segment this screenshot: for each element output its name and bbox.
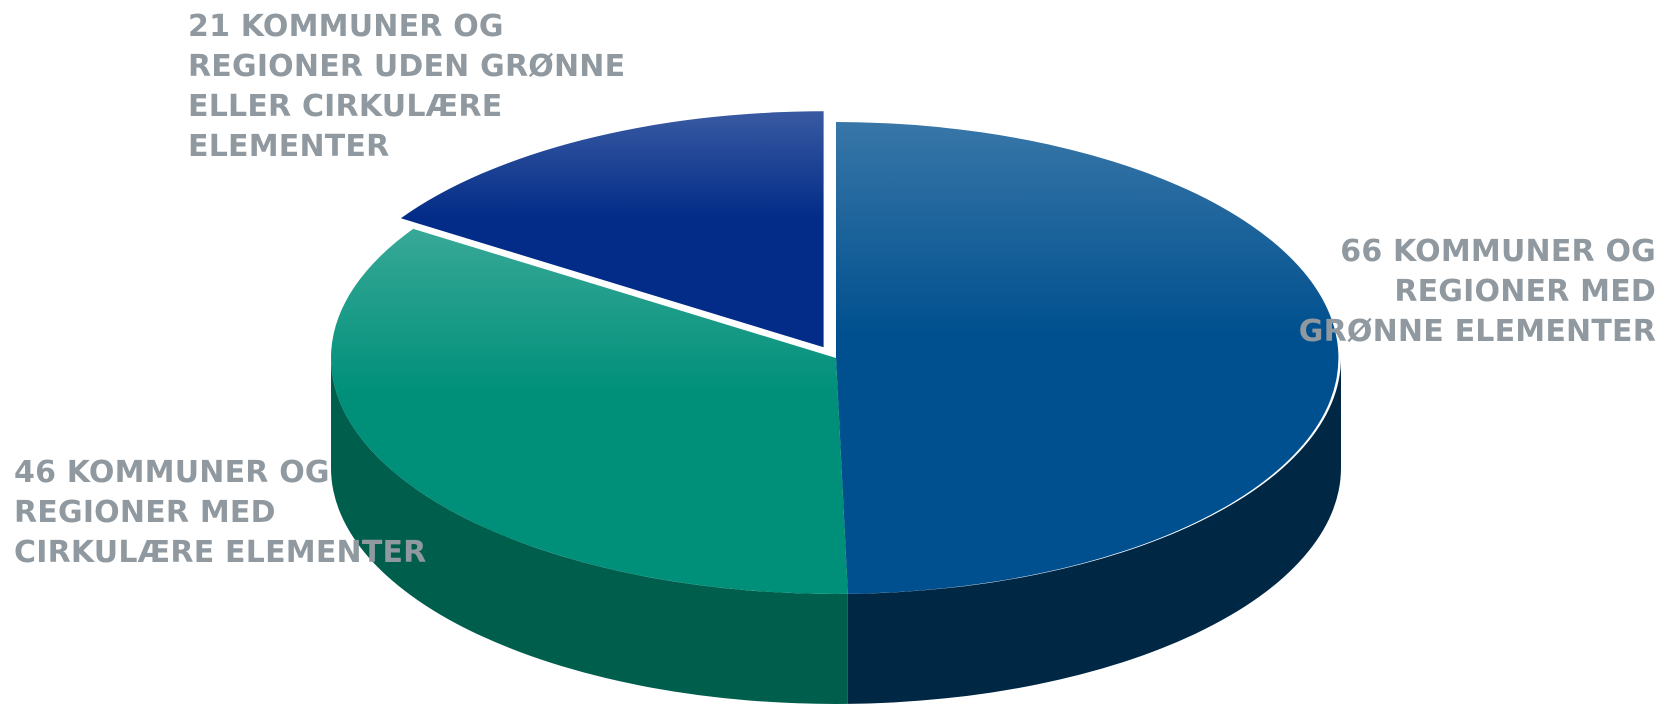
slice-label-line: GRØNNE ELEMENTER	[1298, 314, 1656, 349]
pie-slice-side-0	[847, 358, 1341, 704]
pie-side-walls	[331, 358, 1341, 704]
slice-label-line: ELEMENTER	[188, 129, 390, 164]
slice-label-line: ELLER CIRKULÆRE	[188, 89, 503, 124]
slice-label-line: REGIONER UDEN GRØNNE	[188, 49, 626, 84]
slice-label-circular-elements: 46 KOMMUNER OG REGIONER MED CIRKULÆRE EL…	[14, 453, 426, 573]
slice-label-line: 66 KOMMUNER OG	[1340, 234, 1656, 269]
slice-label-no-elements: 21 KOMMUNER OG REGIONER UDEN GRØNNE ELLE…	[188, 7, 625, 167]
slice-label-line: REGIONER MED	[1394, 274, 1656, 309]
pie-slice-shine-1	[330, 228, 848, 594]
slice-label-line: CIRKULÆRE ELEMENTER	[14, 535, 427, 570]
pie-slice-shine-0	[836, 122, 1339, 594]
pie-slice-shine-2	[400, 111, 824, 348]
slice-label-line: REGIONER MED	[14, 495, 276, 530]
pie-slice-side-1	[331, 358, 848, 704]
slice-label-line: 46 KOMMUNER OG	[14, 455, 330, 490]
slice-label-line: 21 KOMMUNER OG	[188, 9, 504, 44]
pie-top-faces	[330, 111, 1339, 594]
slice-label-green-elements: 66 KOMMUNER OG REGIONER MED GRØNNE ELEME…	[1299, 232, 1656, 352]
